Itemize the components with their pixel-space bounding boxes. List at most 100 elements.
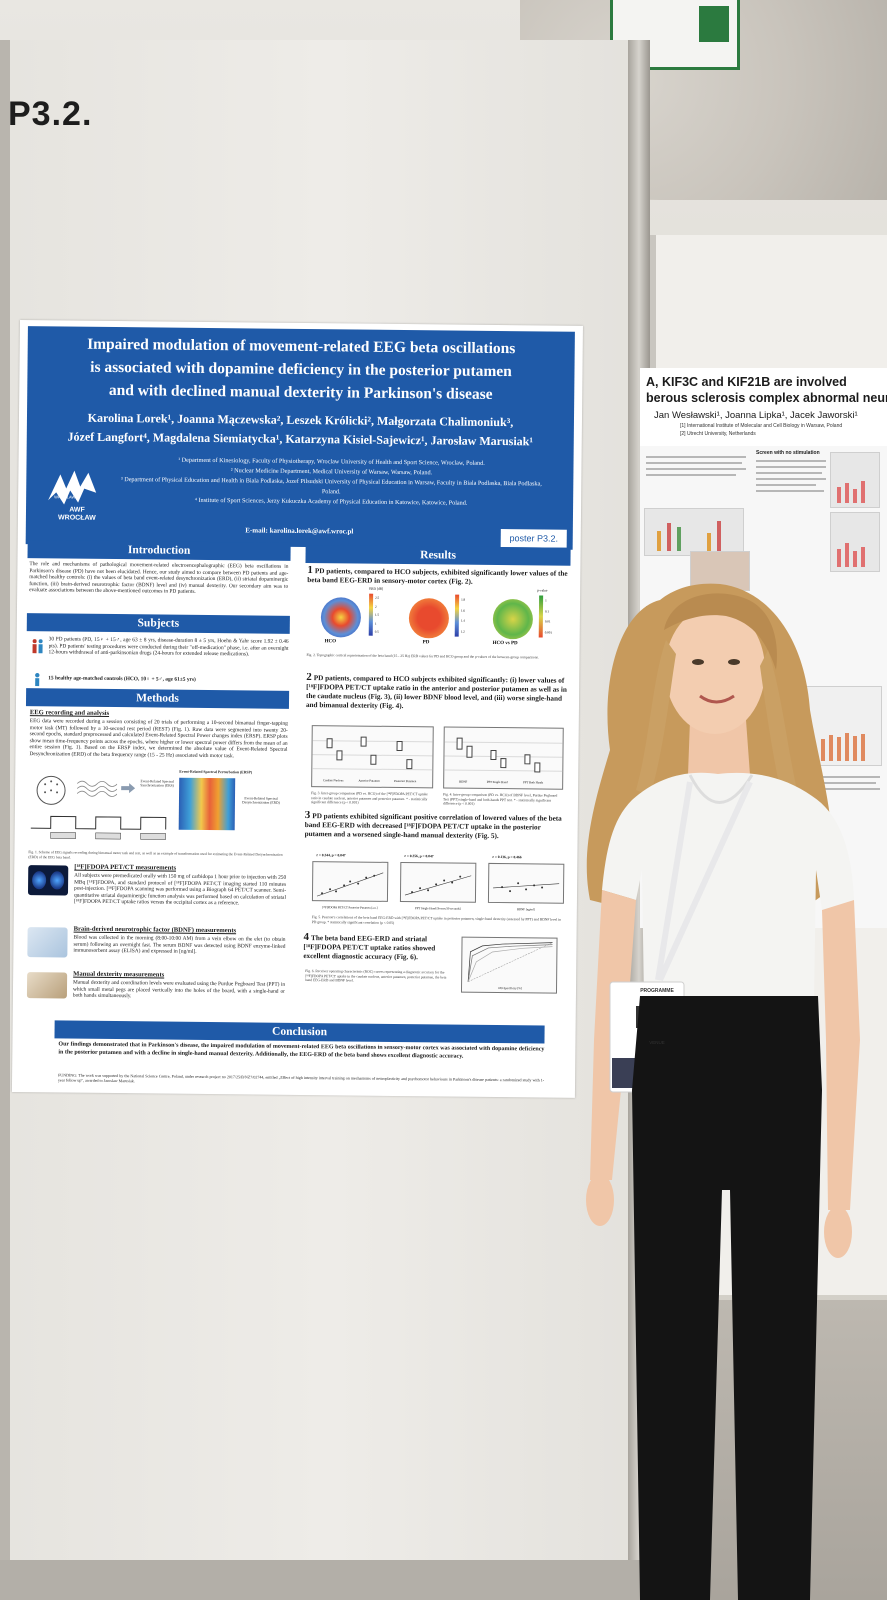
tick: 0.5 <box>374 629 379 634</box>
colorbar-ticks-1: 2.5 2 1.5 1 0.5 <box>375 594 379 637</box>
section-subjects: Subjects <box>26 613 290 634</box>
tick: 1.5 <box>374 612 379 617</box>
funding-text: FUNDING: The work was supported by the N… <box>58 1072 545 1084</box>
neck <box>688 720 750 775</box>
poster-board-base <box>0 1560 650 1600</box>
scatter-plot-2 <box>399 862 477 903</box>
logo-text-bottom: WROCŁAW <box>58 514 96 522</box>
fig3-category: Anterior Putamen <box>358 778 380 783</box>
right-arm <box>822 900 860 1210</box>
patient-group-icon <box>32 639 43 654</box>
tick: 1.6 <box>460 608 465 613</box>
result-4-text: The beta band EEG-ERD and striatal [¹⁸F]… <box>303 934 436 962</box>
task-timeline-diagram <box>30 815 167 840</box>
topomap-label-comparison: HCO vs PD <box>492 640 518 647</box>
result-1-text: PD patients, compared to HCO subjects, e… <box>307 567 568 586</box>
result-3-number: 3 <box>304 811 311 822</box>
neighbor-poster-figure <box>644 508 744 556</box>
ersp-title: Event-Related Spectral Perturbation (ERS… <box>179 769 253 775</box>
black-trousers <box>632 996 822 1600</box>
colorbar-erd-1 <box>368 593 374 636</box>
subjects-pd-text: 30 PD patients (PD, 15♀ + 15♂, age 63 ± … <box>48 636 289 658</box>
result-2: 2 PD patients, compared to HCO subjects e… <box>306 673 568 724</box>
section-introduction: Introduction <box>27 540 291 561</box>
neighbor-poster-title-line-2: berous sclerosis complex abnormal neuron… <box>646 391 887 405</box>
result-1-number: 1 <box>307 566 313 577</box>
figure-5: r = 0.344, p = 0.047 r = 0.356, p = 0.04… <box>306 853 569 928</box>
ersp-plot <box>178 777 236 831</box>
topomap-pd <box>408 598 450 639</box>
logo-small-text: WROCŁAW <box>54 494 76 500</box>
eeg-text: EEG data were recorded during a session … <box>29 718 288 760</box>
tick: 1 <box>374 621 377 626</box>
right-hand <box>824 1206 852 1258</box>
scatter-plot-3 <box>487 862 565 904</box>
colorbar-ticks-2: 1.8 1.6 1.4 1.2 <box>461 595 465 637</box>
neighbor-poster-authors: Jan Wesławski¹, Joanna Lipka¹, Jacek Jaw… <box>654 410 858 421</box>
result-3-text: PD patients exhibited significant positi… <box>304 812 562 841</box>
control-group-icon <box>35 673 40 687</box>
topomap-label-hco: HCO <box>324 639 337 645</box>
scatter-xlabel: PPT Single Hand [Scores/30 seconds] <box>415 906 461 911</box>
poster-affiliations: ¹ Department of Kinesiology, Faculty of … <box>116 455 547 510</box>
scatter-xlabel: [¹⁸F]FDOPA PET/CT Posterior Putamen [a.u… <box>322 905 378 910</box>
arrow-right-icon <box>121 783 136 794</box>
section-conclusion: Conclusion <box>54 1020 545 1044</box>
figure-1: Event-Related Spectral Perturbation (ERS… <box>28 768 287 863</box>
neighbor-poster-heading: Screen with no stimulation <box>756 450 820 456</box>
eeg-head-icon <box>36 775 66 805</box>
poster-title: Impaired modulation of movement-related … <box>27 332 575 407</box>
tick: 1.2 <box>460 629 465 634</box>
figure-5-caption: Fig. 5. Pearson's correlations of the be… <box>311 915 561 925</box>
tick: 1.8 <box>461 597 466 602</box>
poster-number-tag: poster P3.2. <box>500 529 567 548</box>
figure-6-caption: Fig. 6. Receiver operating characteristi… <box>305 969 447 983</box>
scatter-stat: r = 0.356, p = 0.047 <box>404 854 434 859</box>
section-methods: Methods <box>25 688 290 709</box>
scientific-poster: Impaired modulation of movement-related … <box>11 320 583 1098</box>
result-4-number: 4 <box>303 933 310 944</box>
figure-2-caption: Fig. 2. Topographic cortical representat… <box>306 653 539 660</box>
dexterity-text: Manual dexterity and coordination levels… <box>72 979 286 1000</box>
left-hand <box>586 1174 614 1226</box>
poster-authors: Karolina Lorek¹, Joanna Mączewska², Lesz… <box>27 408 574 452</box>
fig3-category: Caudate Nucleus <box>322 778 344 783</box>
presenter-person <box>586 583 860 1600</box>
neighbor-poster-affiliation-2: [2] Utrecht University, Netherlands <box>680 431 756 437</box>
badge-label: PROGRAMME <box>640 988 674 994</box>
figure-6-roc-curve: 100-Specificity [%] <box>460 936 558 994</box>
badge-venue: VENUE <box>649 1040 665 1045</box>
fig4-category: BDNF <box>459 779 468 784</box>
bdnf-text: Blood was collected in the morning (8:00… <box>73 934 286 956</box>
result-2-text: PD patients, compared to HCO subjects ex… <box>305 674 567 711</box>
result-1: 1 PD patients, compared to HCO subjects, … <box>307 566 569 589</box>
topomap-label-pd: PD <box>422 640 430 646</box>
tick: 1.4 <box>460 618 465 623</box>
eeg-heading: EEG recording and analysis <box>29 709 110 717</box>
poster-email: E-mail: karolina.lorek@awf.wroc.pl <box>245 526 354 536</box>
colorbar-erd-2 <box>454 594 460 637</box>
face <box>665 606 765 734</box>
neighbor-poster-chart-1 <box>830 452 880 508</box>
tick: 2 <box>375 604 377 609</box>
blood-sample-image <box>27 927 68 958</box>
ers-label: Event-Related Spectral Synchronization (… <box>140 779 174 789</box>
pet-text: All subjects were premedicated orally wi… <box>73 872 287 907</box>
scatter-stat: r = 0.136, p = 0.466 <box>492 854 522 860</box>
erd-label: Event-Related Spectral Desynchronization… <box>242 796 280 806</box>
lanyard <box>655 780 753 982</box>
result-4: 4 The beta band EEG-ERD and striatal [¹⁸F… <box>303 933 453 963</box>
conclusion-text: Our findings demonstrated that in Parkin… <box>58 1041 545 1060</box>
scatter-plot-1 <box>311 861 389 902</box>
figure-2: HCO PD HCO vs PD ERD [dB] 2.5 2 1.5 1 0.… <box>306 587 569 670</box>
result-3: 3 PD patients exhibited significant posit… <box>304 811 566 852</box>
topomap-hco <box>320 597 362 638</box>
figure-1-caption: Fig. 1. Scheme of EEG signals recording … <box>28 850 283 860</box>
bdnf-heading: Brain-derived neurotrophic factor (BDNF)… <box>73 925 237 935</box>
topomap-comparison <box>492 598 534 640</box>
hair-front <box>664 593 777 670</box>
pegboard-image <box>26 972 68 999</box>
tick: 2.5 <box>375 595 380 600</box>
exit-sign <box>610 0 740 70</box>
pet-brain-image <box>27 865 69 896</box>
